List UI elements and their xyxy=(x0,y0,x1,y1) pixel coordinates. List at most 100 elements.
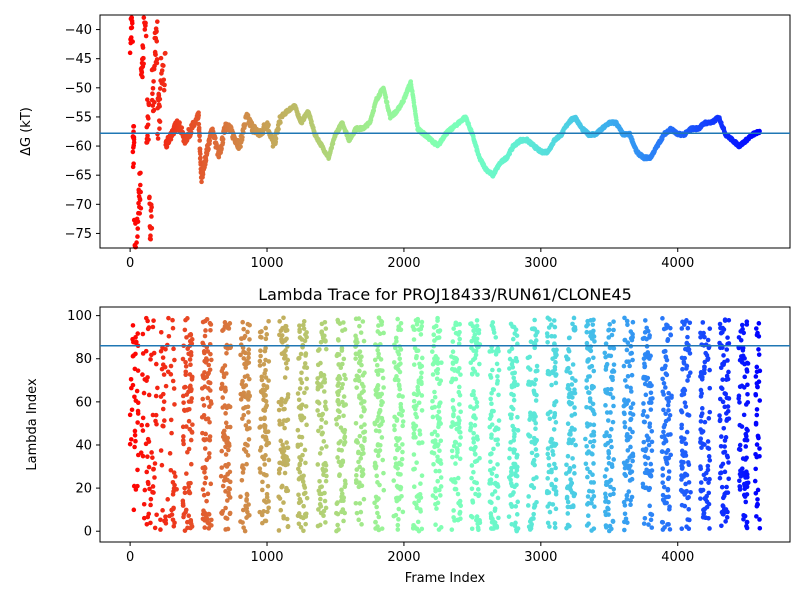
lambda-point xyxy=(323,478,329,484)
lambda-point xyxy=(400,509,406,515)
lambda-point xyxy=(148,502,153,508)
lambda-point xyxy=(225,526,231,532)
lambda-point xyxy=(139,422,145,428)
lambda-point xyxy=(263,518,269,524)
lambda-point xyxy=(526,494,531,499)
lambda-point xyxy=(296,355,302,361)
lambda-point xyxy=(431,332,437,338)
lambda-point xyxy=(495,442,501,447)
lambda-point xyxy=(240,378,245,384)
delta-g-point xyxy=(196,121,202,127)
lambda-point xyxy=(188,437,194,443)
lambda-point xyxy=(337,473,342,479)
delta-g-point xyxy=(131,124,137,129)
lambda-point xyxy=(640,481,646,487)
lambda-point xyxy=(511,438,517,443)
lambda-point xyxy=(183,369,189,375)
lambda-point xyxy=(566,348,572,354)
lambda-point xyxy=(318,484,323,490)
lambda-point xyxy=(743,431,749,437)
lambda-point xyxy=(395,466,400,471)
lambda-point xyxy=(202,446,208,451)
lambda-point xyxy=(143,441,149,447)
lambda-point xyxy=(511,397,517,403)
lambda-point xyxy=(611,319,616,324)
lambda-point xyxy=(474,434,480,439)
lambda-point xyxy=(757,398,763,403)
lambda-point xyxy=(391,478,397,483)
lambda-point xyxy=(512,431,517,437)
lambda-point xyxy=(357,323,362,329)
lambda-point xyxy=(411,467,416,472)
lambda-point xyxy=(295,513,301,519)
lambda-point xyxy=(724,515,730,520)
lambda-point xyxy=(145,422,150,428)
lambda-point xyxy=(488,477,494,483)
lambda-point xyxy=(206,380,211,385)
lambda-point xyxy=(246,437,252,442)
lambda-point xyxy=(202,469,207,475)
lambda-point xyxy=(755,497,760,502)
lambda-point xyxy=(258,424,263,429)
lambda-point xyxy=(566,365,571,371)
lambda-point xyxy=(552,324,558,330)
lambda-point xyxy=(147,486,152,492)
lambda-y-axis-label: Lambda Index xyxy=(25,378,40,471)
lambda-point xyxy=(622,527,627,533)
lambda-point xyxy=(359,469,365,474)
lambda-point xyxy=(681,386,687,392)
lambda-point xyxy=(449,527,455,532)
lambda-point xyxy=(357,433,363,439)
lambda-point xyxy=(222,320,228,325)
lambda-point xyxy=(378,357,384,362)
lambda-point xyxy=(185,525,190,531)
lambda-point xyxy=(339,348,345,353)
lambda-point xyxy=(456,365,462,371)
top-y-tick-label: −75 xyxy=(65,227,92,242)
lambda-point xyxy=(744,319,750,324)
lambda-point xyxy=(396,517,401,522)
lambda-point xyxy=(451,508,456,513)
lambda-point xyxy=(510,423,515,429)
lambda-point xyxy=(741,516,746,522)
lambda-point xyxy=(564,525,569,531)
lambda-point xyxy=(226,490,231,496)
lambda-point xyxy=(182,327,188,333)
lambda-point xyxy=(455,475,461,481)
lambda-point xyxy=(414,414,420,420)
lambda-point xyxy=(315,348,321,353)
lambda-point xyxy=(145,514,151,520)
lambda-point xyxy=(261,397,266,403)
lambda-point xyxy=(418,326,424,332)
lambda-point xyxy=(202,384,208,389)
lambda-point xyxy=(417,507,423,512)
lambda-point xyxy=(184,392,189,397)
delta-g-point xyxy=(161,63,166,68)
lambda-point xyxy=(744,469,749,475)
lambda-point xyxy=(553,420,559,425)
lambda-point xyxy=(380,368,385,373)
lambda-point xyxy=(602,350,608,356)
lambda-point xyxy=(189,337,195,342)
lambda-point xyxy=(626,398,631,403)
lambda-point xyxy=(757,525,763,531)
lambda-point xyxy=(130,382,136,388)
lambda-point xyxy=(550,369,555,374)
lambda-point xyxy=(737,400,742,405)
lambda-point xyxy=(144,522,150,527)
lambda-point xyxy=(282,399,288,405)
lambda-point xyxy=(699,406,705,411)
lambda-point xyxy=(171,346,176,352)
lambda-point xyxy=(564,485,570,491)
delta-g-point xyxy=(161,87,167,93)
lambda-point xyxy=(161,399,167,404)
lambda-point xyxy=(202,480,208,486)
lambda-point xyxy=(457,336,462,342)
lambda-point xyxy=(205,491,211,497)
lambda-point xyxy=(621,403,627,409)
lambda-point xyxy=(335,351,340,357)
lambda-point xyxy=(316,384,321,390)
delta-g-point xyxy=(141,15,147,20)
lambda-point xyxy=(679,392,685,398)
lambda-point xyxy=(356,517,361,523)
